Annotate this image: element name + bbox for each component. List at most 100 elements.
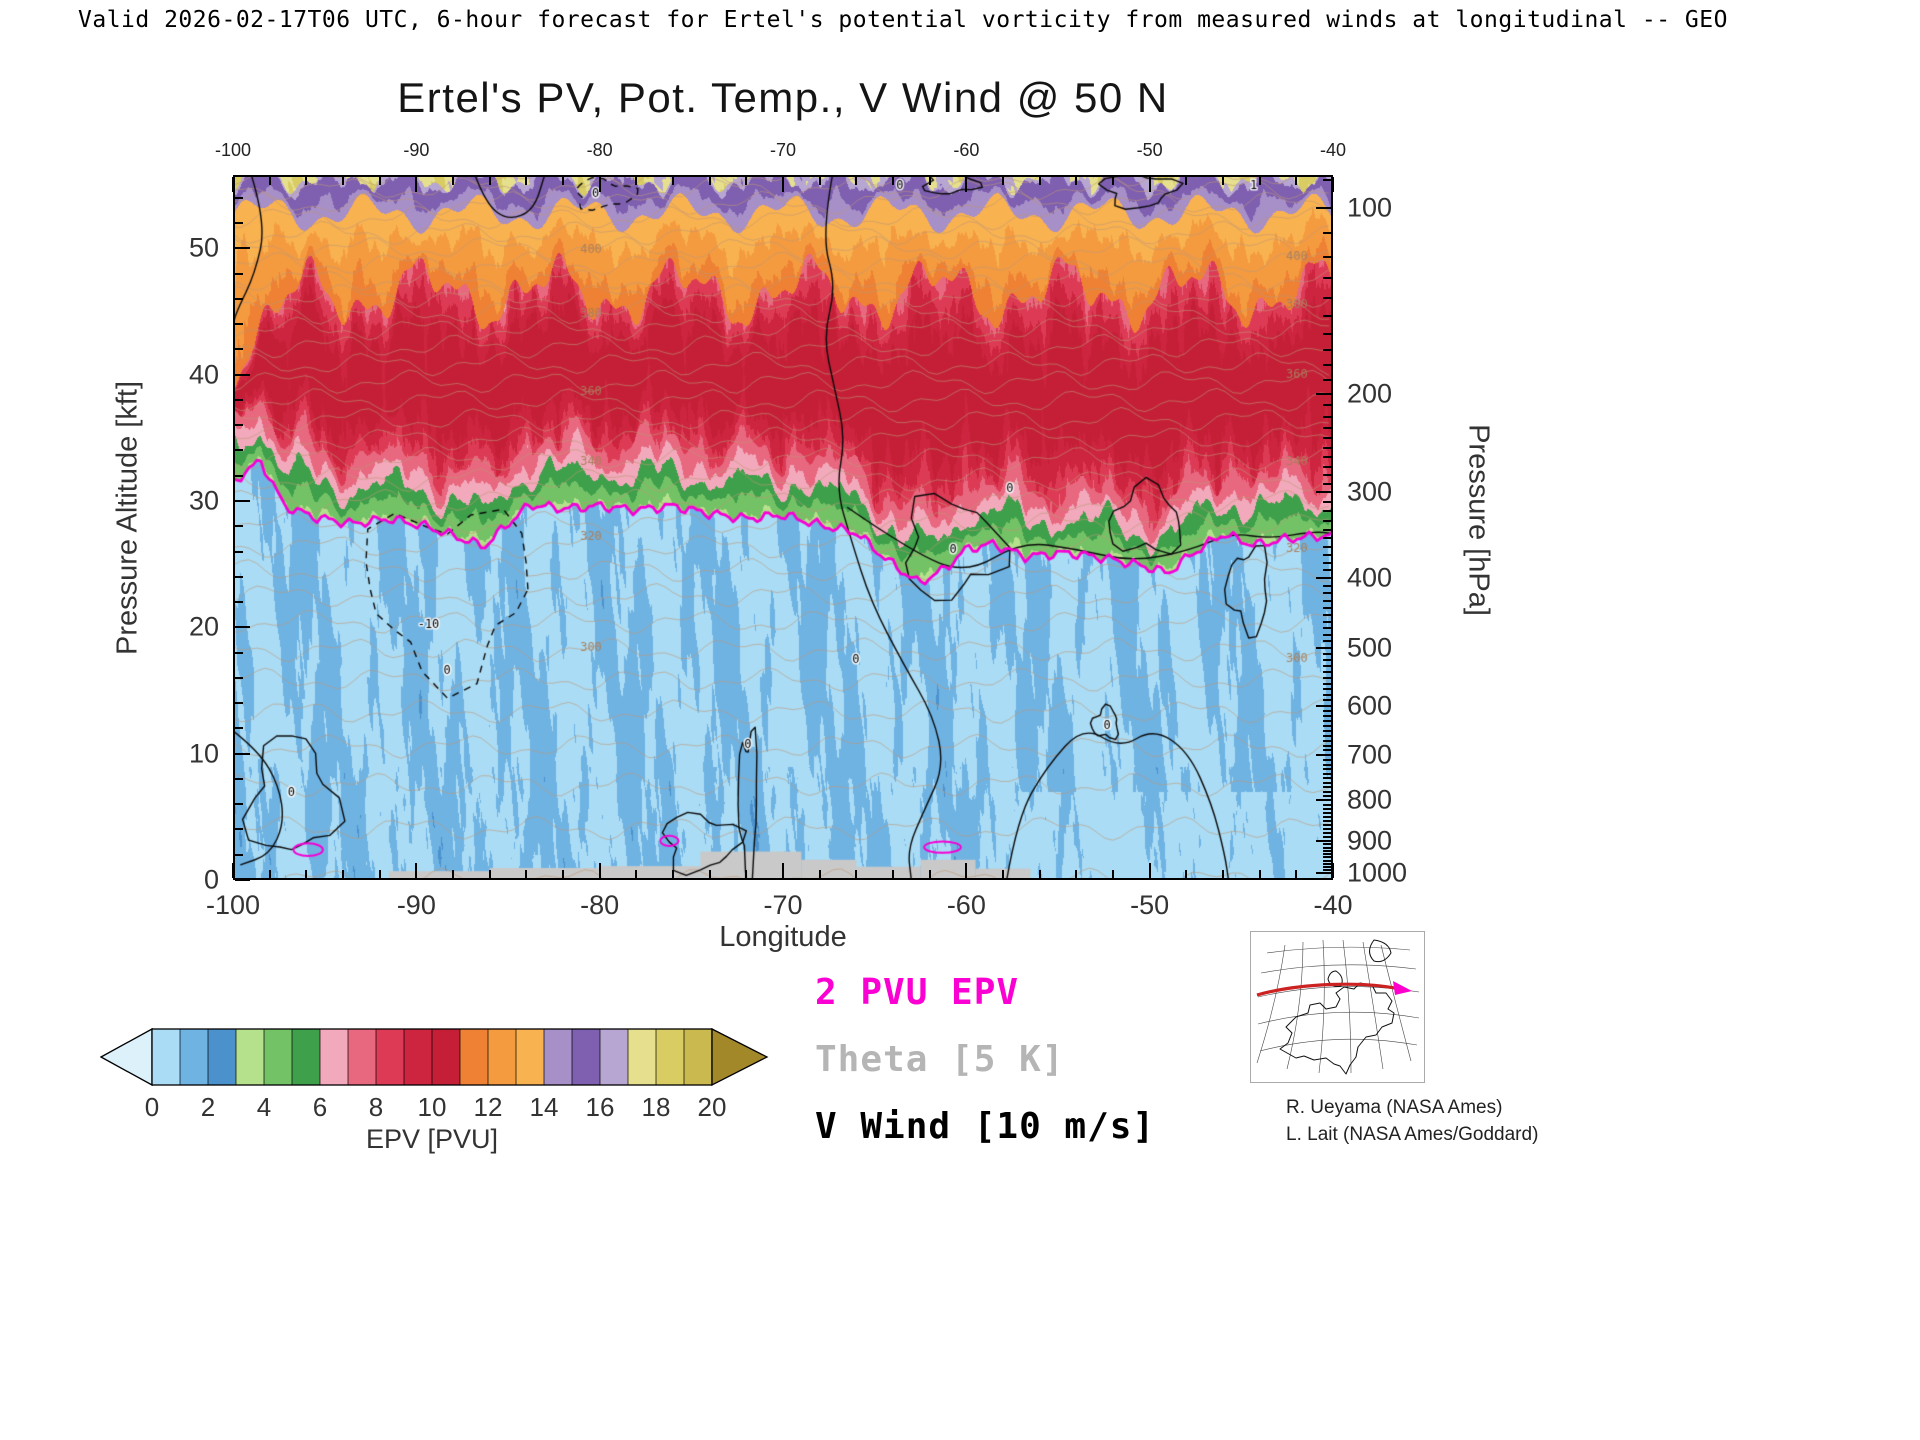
tick-mark [1323,688,1331,691]
colorbar-bin [684,1029,712,1085]
tick-mark [635,870,638,878]
tick-mark [1258,177,1261,185]
valid-time-header: Valid 2026-02-17T06 UTC, 6-hour forecast… [78,7,1728,33]
tick-mark [708,177,711,185]
tick-mark [305,177,308,185]
colorbar-bin [516,1029,544,1085]
tick-mark [1323,561,1331,564]
credit-line-1: R. Ueyama (NASA Ames) [1286,1097,1503,1118]
kft-tick-label: 10 [188,738,219,769]
tick-mark [1323,378,1331,381]
tick-mark [1323,599,1331,602]
kft-tick-label: 30 [188,485,219,516]
kft-tick-label: 50 [188,232,219,263]
hpa-tick-label: 900 [1347,825,1393,856]
tick-mark [1323,528,1331,531]
x-tick-label: -40 [1313,890,1353,920]
tick-mark [1323,592,1331,595]
tick-mark [268,177,271,185]
tick-mark [235,196,243,199]
colorbar-bin [488,1029,516,1085]
tick-mark [1038,177,1041,185]
left-axis-title: Pressure Altitude [kft] [111,380,144,656]
tick-mark [1258,870,1261,878]
tick-mark [235,575,243,578]
tick-mark [1323,768,1331,771]
x-tick-label-top: -70 [769,140,797,160]
tick-mark [1038,870,1041,878]
tick-mark [415,177,418,192]
tick-mark [1323,364,1331,367]
tick-mark [1112,870,1114,878]
tick-mark [928,870,931,878]
tick-mark [235,424,243,427]
tick-mark [1323,772,1331,775]
hpa-tick-label: 400 [1347,562,1393,593]
colorbar-bin [320,1029,348,1085]
tick-mark [1323,332,1331,335]
tick-mark [1316,577,1331,580]
colorbar-bin [432,1029,460,1085]
tick-mark [235,550,243,553]
tick-mark [1002,870,1004,878]
tick-mark [452,870,454,878]
colorbar-bin [180,1029,208,1085]
tick-mark [1323,859,1331,862]
x-axis-title: Longitude [719,921,847,953]
colorbar-bin [264,1029,292,1085]
tick-mark [1295,177,1298,185]
tick-mark [1185,870,1188,878]
plot-area [233,175,1333,880]
colorbar-bin [236,1029,264,1085]
tick-mark [1323,606,1331,609]
x-tick-label-top: -100 [214,140,252,160]
tick-mark [1075,870,1078,878]
hpa-tick-label: 300 [1347,476,1393,507]
tick-mark [235,398,243,401]
colorbar-bin [460,1029,488,1085]
tick-mark [782,177,784,192]
colorbar-under-arrow [99,1027,153,1087]
tick-mark [1323,735,1331,738]
tick-mark [1323,812,1331,815]
colorbar-tick-label: 16 [585,1092,615,1122]
tick-mark [1148,177,1151,192]
colorbar [99,1026,770,1088]
tick-mark [235,525,243,528]
tick-mark [235,626,250,629]
tick-mark [1316,206,1331,209]
tick-mark [635,177,638,185]
colorbar-svg [99,1027,769,1087]
tick-mark [745,870,748,878]
colorbar-bin [544,1029,572,1085]
map-transect-arrow [1393,981,1412,995]
tick-mark [1148,863,1151,878]
colorbar-bin [376,1029,404,1085]
tick-mark [1323,824,1331,827]
tick-mark [378,870,381,878]
tick-mark [892,177,894,185]
tick-mark [1323,232,1331,235]
tick-mark [268,870,271,878]
tick-mark [1323,510,1331,513]
colorbar-tick-label: 10 [417,1092,447,1122]
tick-mark [1316,392,1331,395]
tick-mark [1323,849,1331,852]
colorbar-bin [628,1029,656,1085]
tick-mark [488,177,491,185]
colorbar-tick-label: 4 [256,1092,272,1122]
tick-mark [562,870,564,878]
tick-mark [235,499,250,502]
x-tick-label-top: -80 [586,140,613,160]
tick-mark [1323,426,1331,429]
tick-mark [1323,853,1331,856]
tick-mark [1323,456,1331,459]
right-axis-title: Pressure [hPa] [1462,424,1495,616]
tick-mark [1222,870,1224,878]
tick-mark [1323,715,1331,718]
tick-mark [1323,720,1331,723]
tick-mark [1323,846,1331,849]
tick-mark [1316,839,1331,842]
colorbar-tick-label: 12 [473,1092,503,1122]
credit-line-2: L. Lait (NASA Ames/Goddard) [1286,1124,1539,1145]
